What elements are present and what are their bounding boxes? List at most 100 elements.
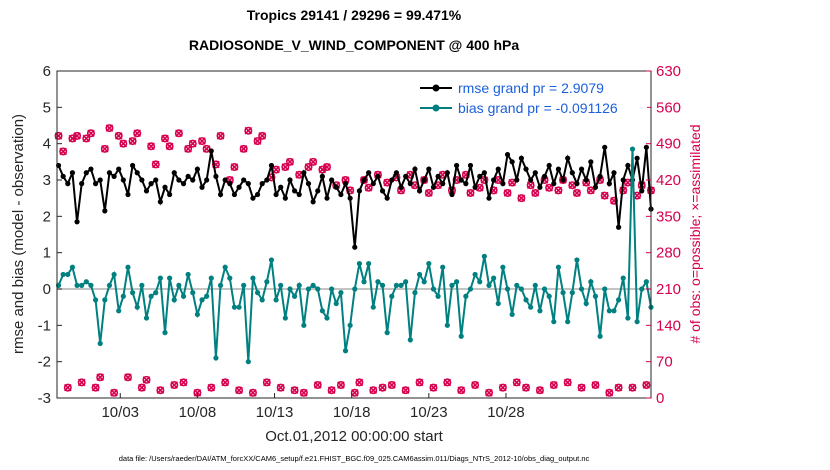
- obs-possible-point: [531, 188, 540, 197]
- obs-assimilated-point: [73, 132, 81, 140]
- bias-point: [236, 304, 242, 310]
- obs-x-stroke: [230, 163, 239, 171]
- y-right-tick-label: 490: [656, 136, 681, 153]
- obs-possible-point: [424, 188, 433, 197]
- bias-point: [194, 311, 200, 318]
- rmse-point: [65, 181, 71, 187]
- obs-assimilated-point: [429, 383, 438, 392]
- obs-assimilated-point: [147, 142, 155, 151]
- obs-assimilated-point: [364, 184, 373, 192]
- rmse-point: [578, 166, 585, 172]
- bias-point: [449, 282, 455, 288]
- obs-x-stroke: [573, 189, 581, 197]
- obs-assimilated-point: [628, 383, 637, 392]
- obs-assimilated-point: [351, 389, 359, 397]
- obs-possible-point: [457, 386, 466, 395]
- obs-x-stroke: [499, 383, 507, 392]
- legend: rmse grand pr = 2.9079 bias grand pr = -…: [413, 75, 647, 123]
- obs-assimilated-point: [193, 389, 202, 397]
- obs-assimilated-point: [485, 389, 493, 397]
- obs-x-stroke: [170, 381, 179, 389]
- bias-point: [375, 279, 381, 285]
- obs-possible-point: [165, 142, 174, 151]
- bias-point: [569, 290, 575, 296]
- obs-x-stroke: [378, 383, 387, 392]
- bias-point: [389, 293, 395, 299]
- obs-x-stroke: [114, 132, 123, 140]
- obs-assimilated-point: [110, 389, 118, 397]
- obs-assimilated-point: [119, 139, 128, 148]
- bias-point: [208, 275, 214, 281]
- rmse-point: [217, 191, 224, 198]
- rmse-point: [421, 177, 427, 183]
- obs-assimilated-point: [128, 137, 137, 145]
- bias-point: [620, 275, 626, 281]
- obs-x-stroke: [235, 386, 243, 394]
- obs-possible-point: [276, 383, 285, 392]
- obs-x-stroke: [309, 158, 317, 166]
- bias-point: [481, 253, 487, 259]
- bias-point: [250, 275, 256, 281]
- rmse-point: [208, 148, 214, 154]
- rmse-point: [157, 199, 163, 205]
- obs-possible-point: [290, 386, 299, 395]
- obs-assimilated-point: [503, 189, 512, 197]
- rmse-point: [148, 181, 154, 187]
- rmse-point: [171, 170, 177, 176]
- obs-assimilated-point: [198, 137, 206, 145]
- rmse-point: [486, 195, 492, 201]
- obs-possible-point: [322, 163, 331, 172]
- rmse-point: [79, 181, 85, 187]
- rmse-point: [634, 155, 640, 161]
- x-tick-label: 10/03: [101, 404, 139, 421]
- rmse-point: [111, 173, 117, 179]
- x-tick-label: 10/13: [256, 404, 294, 421]
- rmse-line: [57, 147, 652, 248]
- bias-point: [245, 359, 251, 365]
- bias-point: [426, 260, 432, 267]
- bias-point: [282, 315, 288, 321]
- rmse-point: [620, 177, 626, 183]
- bias-point: [254, 290, 261, 296]
- obs-x-stroke: [351, 389, 359, 397]
- rmse-point: [560, 177, 566, 183]
- obs-possible-point: [508, 178, 517, 187]
- rmse-point: [204, 177, 210, 183]
- rmse-point: [245, 181, 251, 187]
- obs-x-stroke: [119, 139, 128, 148]
- rmse-point: [541, 173, 548, 179]
- obs-possible-point: [429, 383, 438, 392]
- obs-assimilated-point: [323, 163, 331, 171]
- rmse-point: [74, 219, 80, 225]
- obs-assimilated-point: [244, 126, 253, 135]
- bias-point: [130, 290, 136, 296]
- obs-possible-point: [642, 381, 651, 390]
- obs-possible-point: [614, 383, 623, 392]
- obs-x-stroke: [628, 383, 637, 392]
- obs-assimilated-point: [309, 158, 317, 166]
- y-tick-label: 1: [43, 245, 51, 262]
- rmse-point: [185, 173, 191, 179]
- x-axis: 10/03 10/08 10/13 10/18 10/23 10/28: [101, 393, 525, 421]
- obs-x-stroke: [489, 186, 498, 195]
- obs-assimilated-point: [341, 176, 350, 184]
- obs-x-stroke: [355, 378, 364, 387]
- rmse-point: [458, 177, 464, 183]
- bias-point: [509, 311, 515, 318]
- obs-x-stroke: [290, 386, 299, 394]
- obs-assimilated-point: [258, 132, 266, 140]
- bias-point: [592, 293, 599, 299]
- obs-possible-point: [563, 378, 572, 387]
- obs-x-stroke: [457, 386, 465, 394]
- y-right-tick-label: 140: [656, 317, 681, 334]
- bias-point: [162, 330, 168, 336]
- obs-assimilated-point: [545, 184, 553, 192]
- bias-point: [625, 315, 631, 321]
- rmse-point: [407, 181, 413, 187]
- rmse-point: [176, 177, 182, 183]
- rmse-point: [403, 173, 409, 179]
- obs-possible-point: [216, 131, 225, 140]
- rmse-point: [491, 177, 497, 183]
- bias-point: [106, 282, 113, 288]
